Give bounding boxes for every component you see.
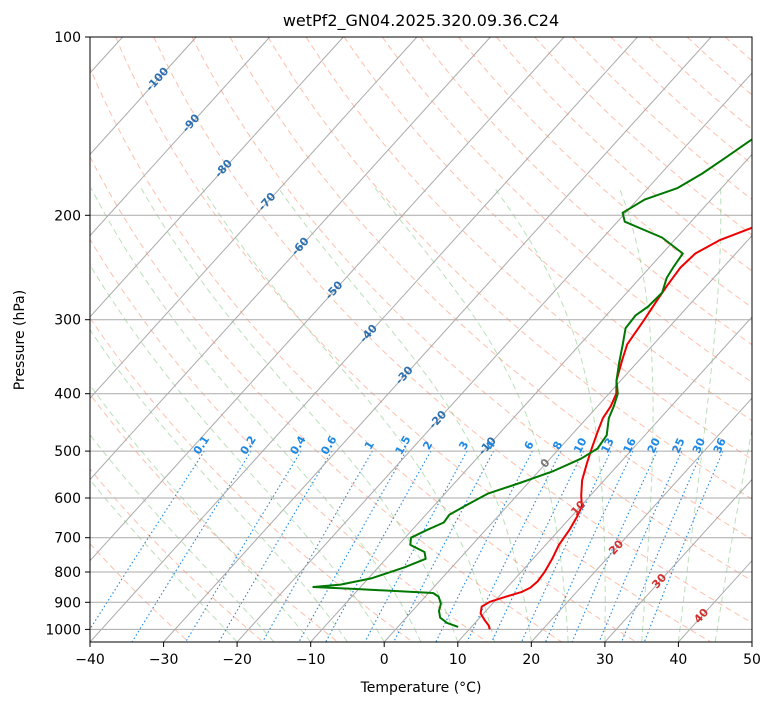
mixing-ratio-label: 30 [690, 436, 708, 456]
dewpoint-profile [312, 138, 752, 628]
isotherm [163, 37, 712, 642]
moist-adiabat [201, 187, 496, 642]
dry-adiabat [420, 37, 752, 346]
plot-frame [89, 36, 753, 643]
dry-adiabat [572, 37, 752, 201]
y-tick-label: 500 [54, 444, 81, 460]
isotherms [90, 37, 752, 642]
dry-adiabat [115, 37, 712, 642]
isotherm [236, 72, 752, 642]
dry-adiabat [229, 37, 752, 541]
dry-adiabat [343, 37, 752, 422]
y-tick-label: 200 [54, 208, 81, 224]
mixing-ratio-line [185, 450, 302, 642]
y-tick-label: 800 [54, 565, 81, 581]
x-axis-ticks: −40 −30 −20 −10 0 10 20 30 40 50 [75, 642, 761, 668]
moist-adiabat [619, 188, 654, 642]
x-tick-label: 30 [596, 652, 614, 668]
dry-adiabat [267, 37, 752, 500]
dry-adiabat [90, 393, 339, 642]
profiles [312, 138, 752, 630]
x-tick-label: −40 [75, 652, 105, 668]
moist-adiabat [494, 187, 606, 642]
dry-adiabat [90, 155, 562, 642]
x-tick-label: 10 [449, 652, 467, 668]
dry-adiabat [153, 37, 752, 624]
moist-adiabat [90, 187, 422, 642]
moist-adiabats [90, 187, 752, 642]
dry-adiabat [191, 37, 752, 582]
isotherm [90, 37, 418, 399]
y-tick-label: 100 [54, 30, 81, 46]
moist-adiabat [374, 187, 569, 642]
mixing-ratio-label: 20 [645, 436, 663, 456]
y-tick-label: 700 [54, 531, 81, 547]
isotherm [90, 37, 344, 318]
mixing-ratio-line [571, 450, 658, 642]
mixing-ratio-label: 10 [571, 435, 590, 455]
x-tick-label: 0 [380, 652, 389, 668]
dry-adiabats [90, 37, 752, 642]
mixing-ratio-line [298, 450, 407, 642]
y-tick-label: 1000 [45, 622, 81, 638]
x-tick-label: −30 [149, 652, 179, 668]
moist-adiabat [90, 328, 348, 642]
mixing-ratio-line [131, 450, 252, 642]
pressure-gridlines [90, 37, 752, 630]
isotherm [530, 397, 752, 642]
x-tick-label: 40 [669, 652, 687, 668]
x-tick-label: −10 [296, 652, 326, 668]
isotherm [90, 37, 271, 237]
mixing-ratio-line [545, 450, 634, 642]
mixing-ratio-label: 36 [711, 436, 729, 456]
temperature-profile [479, 226, 752, 630]
moist-adiabat [140, 187, 459, 642]
isotherm [90, 37, 565, 562]
dry-adiabat [90, 317, 413, 642]
mixing-ratio-line [598, 450, 683, 642]
y-tick-label: 300 [54, 313, 81, 329]
mixing-ratio-label: 13 [598, 436, 616, 455]
mixing-ratio-line [218, 450, 333, 642]
x-axis-label: Temperature (°C) [360, 680, 482, 696]
isotherm [383, 234, 752, 642]
isotherm [90, 37, 197, 156]
dry-adiabat [90, 238, 488, 642]
y-axis-ticks: 100 200 300 400 500 600 700 800 900 1000 [45, 30, 90, 638]
dry-adiabat [534, 37, 752, 236]
mixing-ratio-label: 25 [670, 436, 688, 455]
dry-adiabat [381, 37, 752, 383]
moist-adiabat [90, 384, 312, 642]
y-axis-label: Pressure (hPa) [12, 290, 28, 390]
mixing-ratio-line [90, 450, 205, 631]
x-tick-label: 20 [522, 652, 540, 668]
isotherm [90, 37, 638, 642]
isotherm [604, 478, 752, 642]
mixing-ratio-lines [90, 450, 724, 642]
mixing-ratio-line [393, 450, 495, 642]
moist-adiabat [90, 433, 275, 642]
mixing-ratio-label: 16 [621, 436, 639, 456]
mixing-ratio-line [643, 450, 724, 642]
y-tick-label: 600 [54, 491, 81, 507]
mixing-ratio-line [621, 450, 703, 642]
chart-title: wetPf2_GN04.2025.320.09.36.C24 [283, 11, 559, 31]
y-tick-label: 900 [54, 595, 81, 611]
isotherm [90, 37, 491, 481]
y-tick-label: 400 [54, 387, 81, 403]
moist-adiabat [90, 263, 385, 642]
dry-adiabat [458, 37, 752, 309]
isotherm [457, 316, 752, 642]
isotherm [310, 153, 752, 642]
x-tick-label: 50 [743, 652, 761, 668]
dry-adiabat [90, 66, 637, 642]
moist-adiabat [677, 188, 722, 642]
moist-adiabat [90, 479, 238, 642]
mixing-ratio-line [325, 450, 432, 642]
mixing-ratio-line [262, 450, 373, 642]
moist-adiabat [277, 187, 532, 642]
mixing-ratio-line [491, 450, 584, 642]
x-tick-label: −20 [222, 652, 252, 668]
